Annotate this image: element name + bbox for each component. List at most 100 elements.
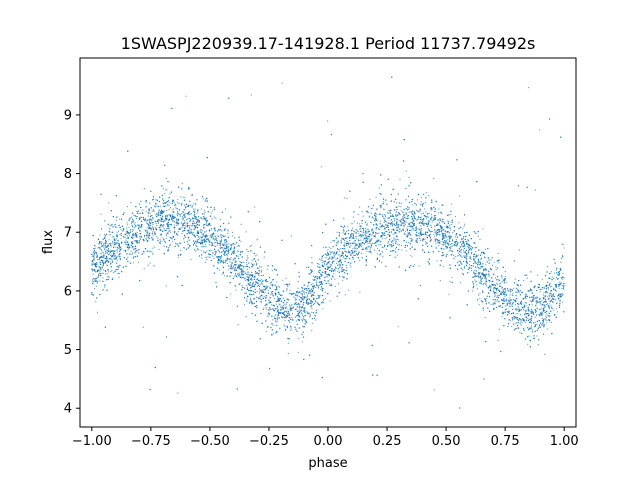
scatter-point: [213, 206, 215, 209]
scatter-point: [508, 301, 510, 303]
scatter-point: [485, 285, 488, 287]
scatter-point: [238, 258, 240, 260]
scatter-point: [543, 323, 545, 325]
scatter-point: [544, 297, 546, 299]
scatter-point: [392, 214, 394, 216]
scatter-point: [187, 188, 189, 190]
scatter-point: [477, 254, 479, 256]
scatter-point: [140, 227, 142, 229]
scatter-point: [355, 250, 357, 252]
scatter-point: [346, 231, 348, 233]
scatter-point: [413, 216, 415, 218]
scatter-point: [410, 225, 412, 227]
scatter-point: [307, 312, 309, 314]
scatter-point: [370, 252, 372, 254]
scatter-point: [187, 218, 189, 220]
scatter-point: [120, 248, 122, 250]
scatter-point: [376, 209, 378, 211]
scatter-point: [99, 271, 101, 273]
scatter-point: [504, 275, 506, 278]
scatter-point: [313, 302, 316, 304]
scatter-point: [285, 306, 287, 308]
scatter-point: [535, 312, 537, 314]
scatter-point: [210, 245, 213, 247]
scatter-point: [185, 95, 187, 97]
scatter-point: [273, 324, 275, 326]
scatter-point: [204, 241, 206, 244]
scatter-point: [543, 307, 545, 309]
scatter-point: [466, 259, 468, 261]
scatter-point: [203, 224, 205, 226]
scatter-point: [318, 270, 320, 272]
scatter-point: [218, 242, 220, 244]
scatter-point: [150, 229, 152, 231]
scatter-point: [92, 273, 94, 275]
scatter-point: [224, 239, 226, 242]
scatter-point: [266, 268, 268, 270]
scatter-point: [128, 226, 130, 228]
scatter-point: [516, 289, 519, 291]
scatter-point: [284, 325, 286, 327]
scatter-point: [194, 208, 196, 210]
scatter-point: [461, 256, 463, 258]
scatter-point: [153, 210, 155, 212]
scatter-point: [454, 236, 456, 238]
scatter-point: [504, 295, 506, 297]
scatter-point: [477, 260, 480, 262]
scatter-point: [127, 256, 129, 258]
scatter-point: [120, 229, 122, 231]
scatter-point: [205, 237, 207, 239]
scatter-point: [175, 207, 177, 209]
scatter-point: [143, 236, 146, 238]
scatter-point: [145, 210, 147, 212]
scatter-point: [153, 221, 155, 223]
scatter-point: [197, 212, 199, 214]
scatter-point: [408, 211, 410, 213]
scatter-point: [214, 230, 216, 232]
scatter-point: [265, 306, 267, 308]
scatter-point: [355, 237, 357, 239]
scatter-point: [98, 272, 101, 275]
scatter-point: [376, 224, 379, 226]
scatter-point: [317, 294, 319, 296]
scatter-point: [361, 222, 363, 225]
scatter-point: [420, 201, 422, 203]
scatter-point: [383, 247, 385, 249]
scatter-point: [245, 231, 247, 233]
scatter-point: [420, 230, 423, 232]
scatter-point: [495, 300, 497, 302]
scatter-point: [284, 319, 286, 321]
scatter-point: [254, 206, 256, 208]
scatter-point: [225, 260, 227, 262]
scatter-point: [420, 213, 422, 215]
scatter-point: [529, 300, 531, 302]
scatter-point: [546, 291, 548, 293]
scatter-point: [410, 226, 412, 228]
scatter-point: [309, 281, 311, 283]
scatter-point: [168, 214, 170, 216]
scatter-point: [452, 254, 455, 256]
scatter-point: [233, 237, 235, 239]
scatter-point: [145, 221, 147, 223]
scatter-point: [362, 215, 364, 217]
scatter-point: [177, 231, 179, 233]
scatter-point: [174, 202, 176, 204]
scatter-point: [114, 249, 116, 252]
scatter-point: [200, 249, 202, 251]
scatter-point: [409, 221, 412, 223]
scatter-point: [540, 311, 542, 313]
scatter-point: [352, 229, 354, 231]
scatter-point: [445, 233, 447, 235]
scatter-point: [383, 245, 386, 247]
scatter-point: [168, 230, 170, 232]
scatter-point: [179, 214, 182, 216]
scatter-point: [147, 215, 150, 217]
scatter-point: [224, 238, 226, 240]
scatter-point: [345, 264, 348, 267]
scatter-point: [339, 263, 341, 265]
scatter-point: [482, 263, 484, 265]
scatter-point: [531, 304, 533, 306]
scatter-point: [365, 220, 367, 222]
scatter-point: [430, 224, 432, 227]
scatter-point: [513, 287, 515, 289]
